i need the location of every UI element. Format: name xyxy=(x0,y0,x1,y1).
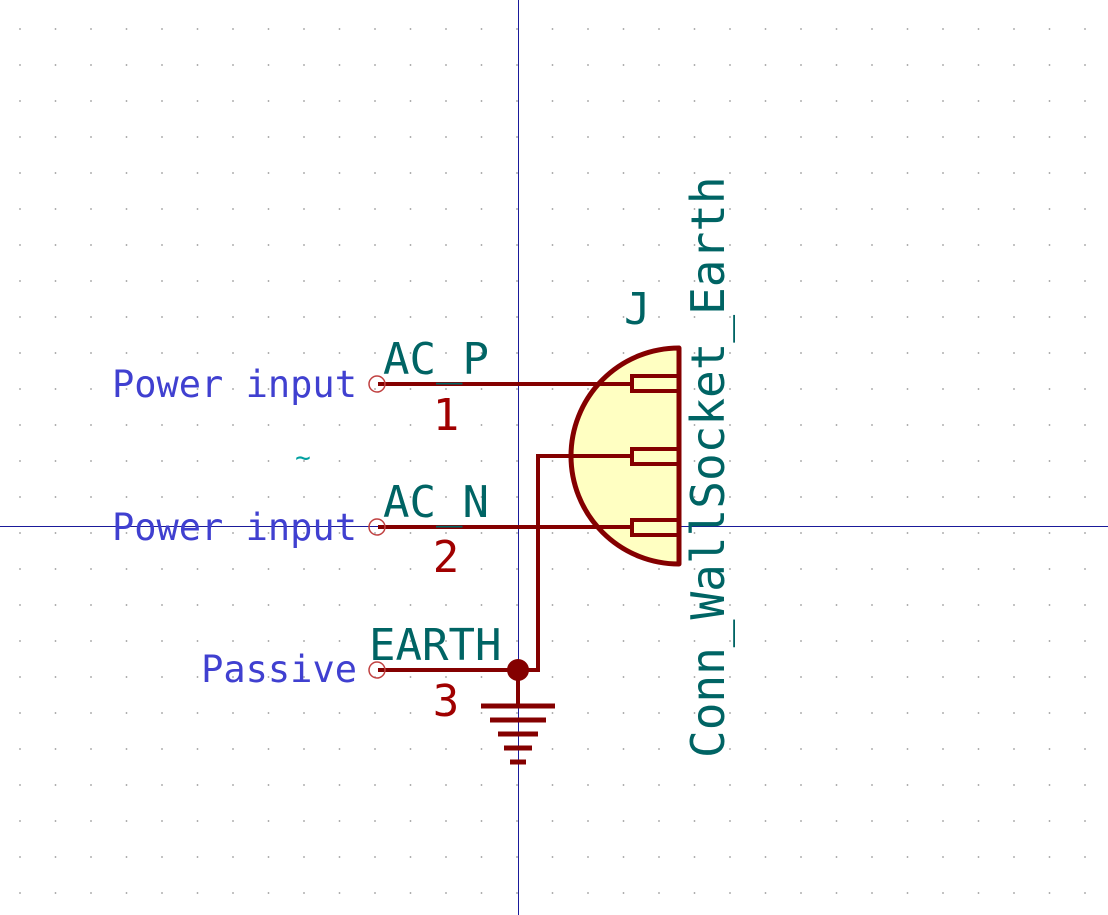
ac-symbol-glyph: ~ xyxy=(295,443,311,473)
reference-designator[interactable]: J xyxy=(624,284,651,335)
pin-1-electrical-type: Power input xyxy=(112,363,357,406)
earth-ground-icon xyxy=(481,703,555,765)
pin-1-number: 1 xyxy=(433,390,460,441)
pin-1-end-marker[interactable] xyxy=(368,375,386,393)
pin-1-name: AC_P xyxy=(383,334,489,385)
symbol-value-field[interactable]: Conn_WallSocket_Earth xyxy=(681,176,735,758)
pin-3-electrical-type: Passive xyxy=(201,648,357,691)
pin-2-number: 2 xyxy=(433,532,460,583)
pin-2-electrical-type: Power input xyxy=(112,506,357,549)
pin-2-end-marker[interactable] xyxy=(368,518,386,536)
pin-2-name: AC_N xyxy=(383,477,489,528)
grid-dots xyxy=(19,28,1086,894)
pin-3-end-marker[interactable] xyxy=(368,661,386,679)
pin-3-number: 3 xyxy=(433,676,460,727)
pin-3-name: EARTH xyxy=(369,620,501,671)
